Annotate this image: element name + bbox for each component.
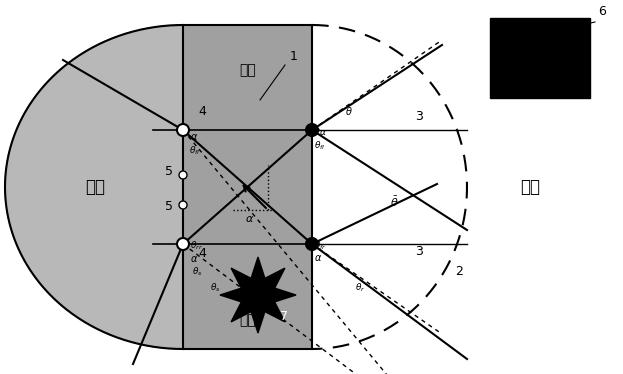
Text: $\theta_{s}$: $\theta_{s}$ <box>192 266 202 279</box>
Text: $2\alpha$: $2\alpha$ <box>314 126 328 137</box>
Text: 2: 2 <box>455 265 463 278</box>
Text: 7: 7 <box>280 310 288 323</box>
Text: 1: 1 <box>290 50 298 63</box>
Text: $\bar{\theta}$: $\bar{\theta}$ <box>390 195 399 209</box>
Text: $\alpha$: $\alpha$ <box>314 253 322 263</box>
Text: 5: 5 <box>165 165 173 178</box>
Text: $\theta_{fl}$: $\theta_{fl}$ <box>189 144 201 156</box>
Text: $\alpha$: $\alpha$ <box>190 132 198 142</box>
Text: 3: 3 <box>415 110 423 123</box>
Text: $\theta_{rr}$: $\theta_{rr}$ <box>190 239 203 251</box>
Circle shape <box>177 124 189 136</box>
Circle shape <box>179 201 187 209</box>
Text: 4: 4 <box>198 247 206 260</box>
Text: 3: 3 <box>415 245 423 258</box>
Text: $\alpha$: $\alpha$ <box>190 254 198 264</box>
Polygon shape <box>220 257 296 333</box>
Text: $\alpha$: $\alpha$ <box>245 214 255 224</box>
Text: 尾部: 尾部 <box>85 178 105 196</box>
Text: 右侧: 右侧 <box>240 313 257 327</box>
Text: 前向: 前向 <box>520 178 540 196</box>
Text: $\theta_{s}$: $\theta_{s}$ <box>210 281 221 294</box>
Text: 4: 4 <box>198 105 206 118</box>
Circle shape <box>177 238 189 250</box>
Text: 6: 6 <box>598 5 606 18</box>
Text: 5: 5 <box>165 200 173 213</box>
Circle shape <box>306 124 318 136</box>
Polygon shape <box>5 25 183 349</box>
Text: $\theta_{fr}$: $\theta_{fr}$ <box>314 239 326 251</box>
Text: 左侧: 左侧 <box>240 63 257 77</box>
Circle shape <box>179 171 187 179</box>
Polygon shape <box>312 25 467 349</box>
Bar <box>490 18 590 98</box>
Circle shape <box>306 238 318 250</box>
Text: $\theta$: $\theta$ <box>345 105 353 117</box>
Bar <box>183 25 312 349</box>
Text: $\theta_{fl}$: $\theta_{fl}$ <box>314 139 325 151</box>
Text: $\theta_{r}$: $\theta_{r}$ <box>355 281 366 294</box>
